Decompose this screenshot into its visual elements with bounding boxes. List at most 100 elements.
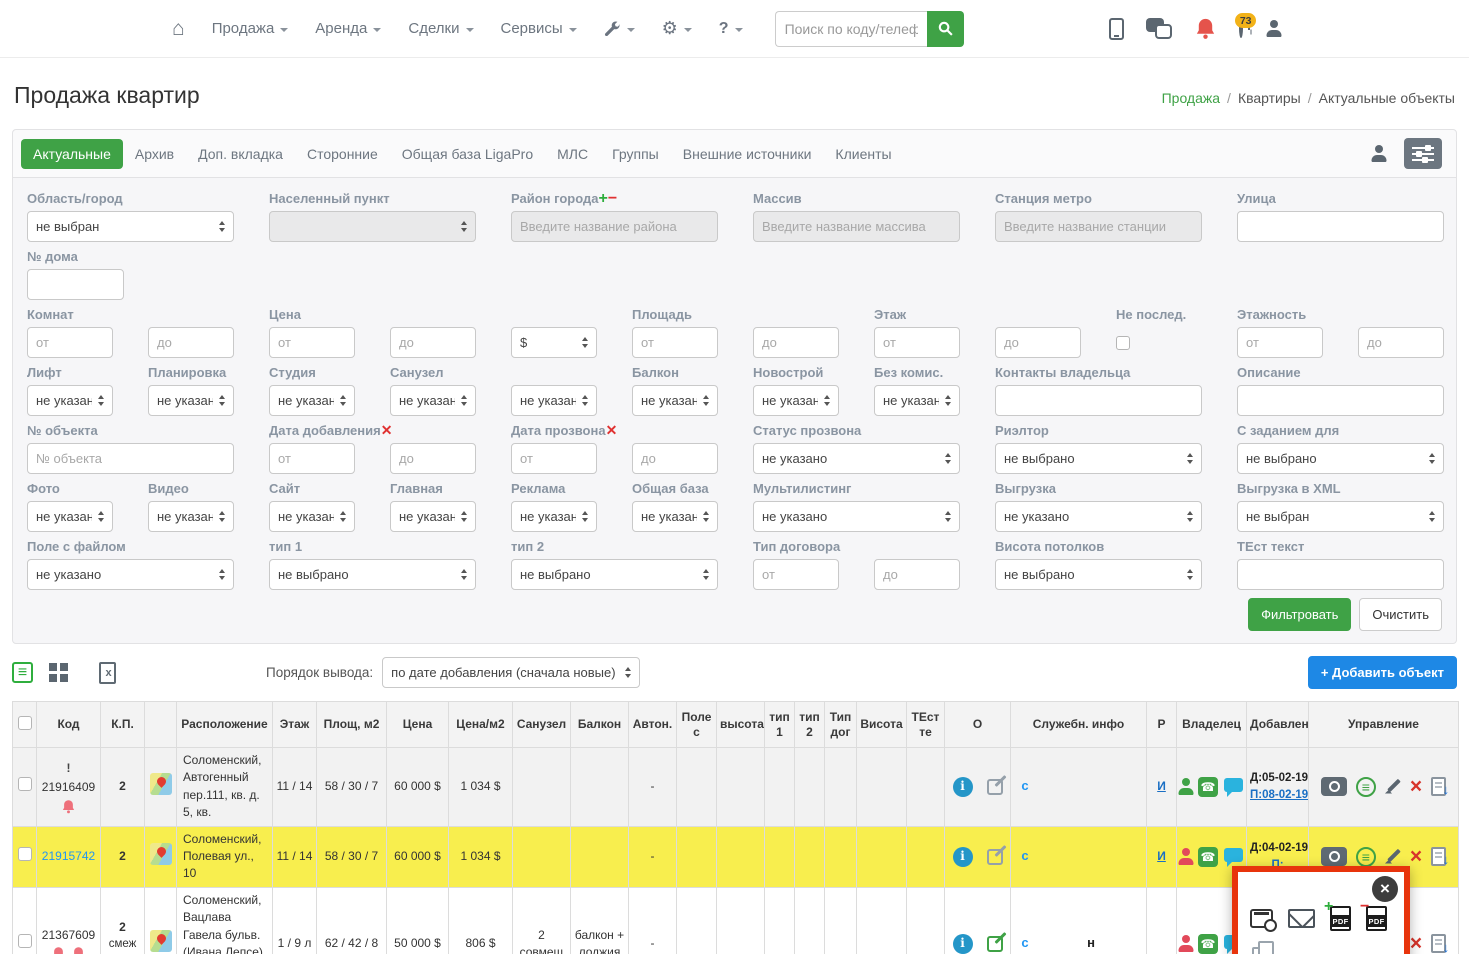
close-icon[interactable]: × [1372, 876, 1398, 902]
menu-deals[interactable]: Сделки [408, 20, 474, 37]
home-icon[interactable]: ⌂ [172, 17, 185, 40]
clear-date-added-icon[interactable]: ✕ [380, 422, 393, 438]
info-icon[interactable] [952, 933, 973, 954]
owner-icon[interactable] [1180, 778, 1192, 795]
call-status-select[interactable]: не указано [753, 443, 960, 474]
massif-input[interactable] [753, 211, 960, 242]
export-doc-icon[interactable] [1431, 847, 1449, 870]
tab-clients[interactable]: Клиенты [835, 145, 892, 162]
col-location[interactable]: Расположение [176, 701, 273, 748]
floor-from-input[interactable] [874, 327, 960, 358]
main-page-select[interactable]: не указано [390, 501, 476, 532]
area-from-input[interactable] [632, 327, 718, 358]
row-checkbox[interactable] [17, 777, 32, 792]
ceiling-height-select[interactable]: не выбрано [995, 559, 1202, 590]
export-doc-icon[interactable] [1431, 934, 1449, 954]
tab-groups[interactable]: Группы [612, 145, 659, 162]
col-ceiling[interactable]: Висота [856, 701, 907, 748]
bathroom-select[interactable]: не указано [390, 385, 476, 416]
edit-pencil-icon[interactable] [1385, 848, 1401, 866]
photos-icon[interactable] [1320, 777, 1347, 797]
phone-icon[interactable] [1198, 776, 1218, 797]
tab-external-sources[interactable]: Внешние источники [682, 145, 812, 162]
phone-icon[interactable] [1198, 846, 1218, 867]
remove-district-icon[interactable]: − [607, 190, 618, 207]
col-contract[interactable]: Тип дог [824, 701, 857, 748]
edit-icon[interactable] [986, 848, 1003, 865]
col-owner[interactable]: Владелец [1176, 701, 1247, 748]
tab-extra[interactable]: Доп. вкладка [198, 145, 283, 162]
realtor-select[interactable]: не выбрано [995, 443, 1202, 474]
floors-to-input[interactable] [1358, 327, 1444, 358]
object-number-input[interactable] [27, 443, 234, 474]
breadcrumb-apartments[interactable]: Квартиры [1237, 90, 1301, 106]
not-last-checkbox[interactable] [1116, 335, 1130, 350]
calendar-schedule-icon[interactable] [1250, 909, 1277, 932]
col-test[interactable]: ТЕст те [906, 701, 945, 748]
balcony-select[interactable]: не указано [632, 385, 718, 416]
photos-icon[interactable] [1320, 847, 1347, 867]
user-icon[interactable] [1370, 145, 1388, 162]
actions-list-icon[interactable] [1355, 776, 1376, 797]
grid-view-icon[interactable] [49, 663, 57, 671]
owner-icon[interactable] [1180, 848, 1192, 865]
email-icon[interactable] [1288, 909, 1315, 928]
type1-select[interactable]: не выбрано [269, 559, 476, 590]
excel-export-icon[interactable] [99, 661, 116, 684]
col-added[interactable]: Добавлен [1246, 701, 1309, 748]
date-called-to-input[interactable] [632, 443, 718, 474]
edit-icon[interactable] [986, 778, 1003, 795]
date-added-to-input[interactable] [390, 443, 476, 474]
sort-order-select[interactable]: по дате добавления (сначала новые) [382, 657, 641, 688]
pdf-add-icon[interactable]: PDF + [1324, 899, 1351, 931]
menu-services[interactable]: Сервисы [501, 20, 577, 37]
studio-select[interactable]: не указано [269, 385, 355, 416]
file-field-select[interactable]: не указано [27, 559, 234, 590]
menu-sale[interactable]: Продажа [212, 20, 289, 37]
col-r[interactable]: Р [1146, 701, 1177, 748]
contract-to-input[interactable] [874, 559, 960, 590]
tab-ligapro-base[interactable]: Общая база LigaPro [401, 145, 534, 162]
clear-date-called-icon[interactable]: ✕ [605, 422, 618, 438]
chat-messages-icon[interactable] [1146, 18, 1172, 39]
contract-from-input[interactable] [753, 559, 839, 590]
delete-icon[interactable] [1410, 776, 1422, 797]
tab-mls[interactable]: МЛС [557, 145, 589, 162]
i-link[interactable]: И [1157, 848, 1166, 863]
col-kp[interactable]: К.П. [100, 701, 145, 748]
col-height[interactable]: высота [716, 701, 765, 748]
no-commission-select[interactable]: не указано [874, 385, 960, 416]
row-checkbox[interactable] [17, 846, 32, 861]
notifications-bell-icon[interactable] [1194, 17, 1217, 40]
col-type1[interactable]: тип 1 [764, 701, 795, 748]
col-bathroom[interactable]: Санузел [512, 701, 571, 748]
col-file-field[interactable]: Поле с [676, 701, 717, 748]
house-number-input[interactable] [27, 269, 124, 300]
col-auton[interactable]: Автон. [628, 701, 677, 748]
type2-select[interactable]: не выбрано [511, 559, 718, 590]
breadcrumb-sale[interactable]: Продажа [1161, 90, 1221, 106]
floor-to-input[interactable] [995, 327, 1081, 358]
list-view-icon[interactable] [12, 662, 33, 683]
object-code-link[interactable]: 21915742 [41, 848, 96, 863]
date-called-from-input[interactable] [511, 443, 597, 474]
tasks-clock[interactable]: 73 [1235, 13, 1256, 38]
layout-select[interactable]: не указано [148, 385, 234, 416]
district-input[interactable] [511, 211, 718, 242]
delete-icon[interactable] [1410, 933, 1422, 954]
mobile-icon[interactable] [1109, 17, 1124, 40]
add-object-button[interactable]: + Добавить объект [1307, 656, 1457, 689]
edit-pencil-icon[interactable] [1385, 778, 1401, 796]
pdf-remove-icon[interactable]: PDF − [1360, 899, 1387, 931]
with-task-select[interactable]: не выбрано [1237, 443, 1444, 474]
new-building-select[interactable]: не указано [753, 385, 839, 416]
copy-icon[interactable] [1252, 941, 1274, 954]
video-select[interactable]: не указано [148, 501, 234, 532]
col-o[interactable]: О [944, 701, 1011, 748]
search-button[interactable] [926, 10, 964, 47]
map-marker-icon[interactable] [149, 773, 172, 796]
tab-archive[interactable]: Архив [134, 145, 175, 162]
price-to-input[interactable] [390, 327, 476, 358]
site-select[interactable]: не указано [269, 501, 355, 532]
region-select[interactable]: не выбран [27, 211, 234, 242]
